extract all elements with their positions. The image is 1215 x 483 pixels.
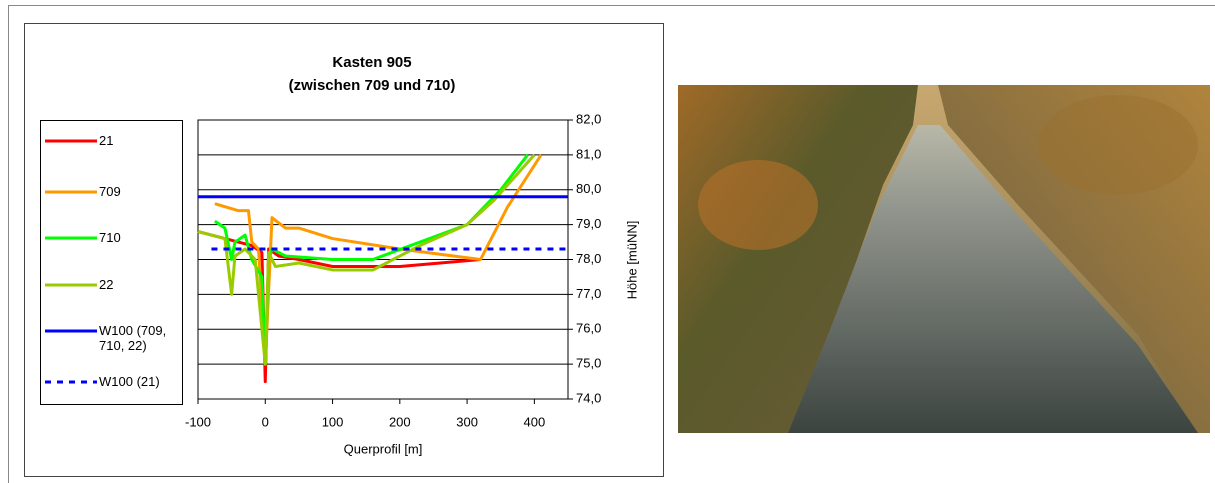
chart-subtitle: (zwischen 709 und 710) (289, 77, 456, 94)
x-tick-label: 400 (524, 414, 546, 429)
y-tick-label: 74,0 (576, 390, 601, 405)
y-tick-label: 75,0 (576, 356, 601, 371)
y-tick-label: 79,0 (576, 216, 601, 231)
legend-swatch (45, 139, 97, 143)
x-axis-label: Querprofil [m] (344, 441, 423, 456)
y-axis-label: Höhe [müNN] (624, 221, 639, 300)
stream (788, 125, 1198, 433)
legend-entry: W100 (709, 710, 22) (45, 323, 179, 353)
x-tick-label: 300 (456, 414, 478, 429)
legend-label: 710 (99, 230, 121, 245)
legend-swatch (45, 236, 97, 240)
foliage (1038, 95, 1198, 195)
series-line (197, 153, 536, 366)
y-tick-label: 78,0 (576, 251, 601, 266)
legend-label: 709 (99, 184, 121, 199)
y-tick-label: 80,0 (576, 181, 601, 196)
legend-entry: 709 (45, 184, 179, 199)
x-tick-label: 0 (262, 414, 269, 429)
legend-swatch (45, 283, 97, 287)
y-tick-label: 76,0 (576, 321, 601, 336)
legend-label: 21 (99, 133, 114, 148)
legend: 21 709 710 22 W100 (709, 710, 22) W100 (21) (40, 120, 183, 405)
legend-entry: 21 (45, 133, 179, 148)
foliage (698, 160, 818, 250)
legend-label: W100 (21) (99, 374, 160, 389)
y-tick-label: 77,0 (576, 286, 601, 301)
legend-swatch (45, 329, 97, 333)
photo (678, 85, 1210, 433)
y-tick-label: 81,0 (576, 146, 601, 161)
legend-entry: W100 (21) (45, 374, 179, 389)
chart-box (24, 23, 664, 477)
legend-entry: 710 (45, 230, 179, 245)
chart-title: Kasten 905 (332, 54, 411, 71)
series-line (214, 154, 543, 366)
x-tick-label: 100 (322, 414, 344, 429)
frame (8, 5, 1215, 483)
legend-entry: 22 (45, 277, 179, 292)
legend-label: 22 (99, 277, 114, 292)
legend-label: W100 (709, 710, 22) (99, 323, 167, 353)
y-tick-label: 82,0 (576, 111, 601, 126)
x-tick-label: 200 (389, 414, 411, 429)
chart: Kasten 905 (zwischen 709 und 710) Querpr… (185, 54, 639, 456)
legend-swatch (45, 380, 97, 384)
x-tick-label: -100 (185, 414, 211, 429)
legend-swatch (45, 190, 97, 194)
